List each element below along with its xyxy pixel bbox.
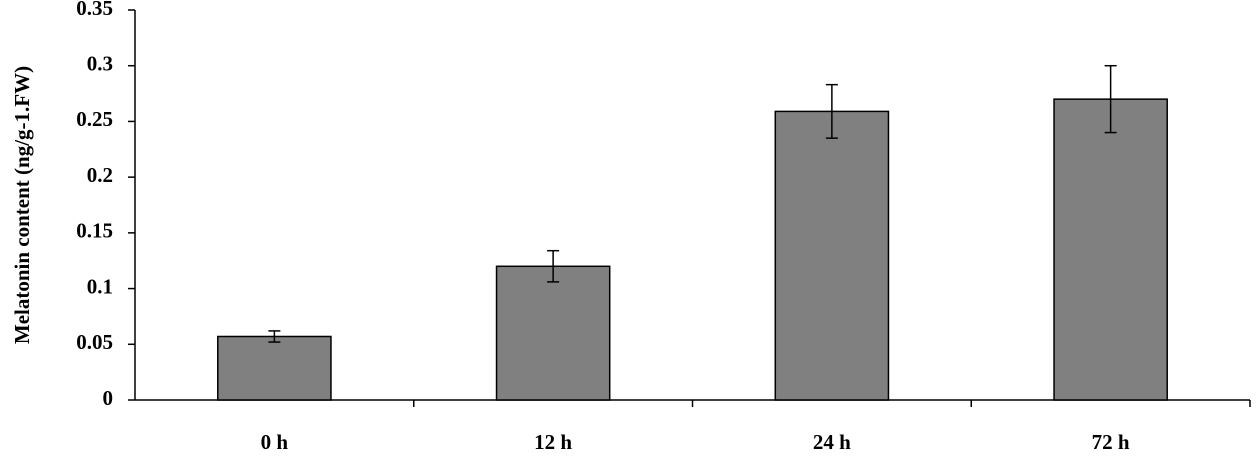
y-tick-label: 0.2: [87, 163, 113, 187]
x-tick-label: 0 h: [261, 430, 289, 454]
error-bar: [268, 330, 281, 343]
error-bar: [1104, 64, 1117, 134]
x-tick-label: 72 h: [1092, 430, 1130, 454]
y-tick-label: 0.25: [76, 107, 113, 131]
y-tick-label: 0.3: [87, 52, 113, 76]
y-axis-label: Melatonin content (ng/g-1.FW): [10, 66, 34, 344]
y-tick-label: 0.35: [76, 0, 113, 20]
error-bar: [825, 83, 838, 139]
y-tick-label: 0.1: [87, 274, 113, 298]
bar: [1053, 98, 1168, 401]
y-tick-label: 0.15: [76, 219, 113, 243]
y-tick-label: 0.05: [76, 330, 113, 354]
y-tick-label: 0: [103, 386, 114, 410]
error-bar: [547, 249, 560, 283]
bar: [774, 110, 890, 401]
x-tick-label: 24 h: [813, 430, 851, 454]
bar: [495, 265, 611, 401]
bar: [217, 335, 332, 401]
x-tick-label: 12 h: [534, 430, 572, 454]
